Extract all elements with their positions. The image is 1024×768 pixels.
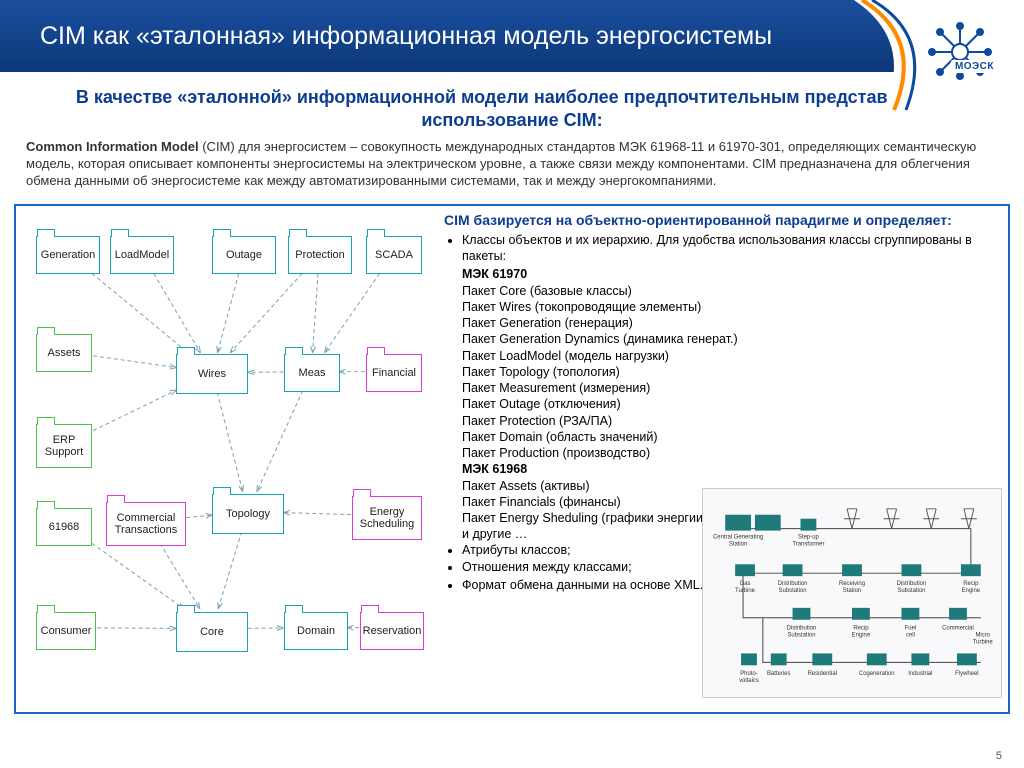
pkg-label: LoadModel <box>115 249 169 261</box>
content-frame: Generation LoadModel Outage Protection SCADA… <box>14 204 1010 714</box>
pkg-protection: Protection <box>288 236 352 274</box>
pkg-erp: ERP Support <box>36 424 92 468</box>
svg-text:Residential: Residential <box>808 671 837 677</box>
right-heading: CIM базируется на объектно-ориентированн… <box>444 212 1000 230</box>
svg-text:Recip: Recip <box>853 625 869 631</box>
pkg-wires: Wires <box>176 354 248 394</box>
pkg-label: Reservation <box>363 625 422 637</box>
pak-line: Пакет Topology (топология) <box>462 364 1000 380</box>
pkg-outage: Outage <box>212 236 276 274</box>
pkg-label: ERP Support <box>37 434 91 458</box>
svg-text:Fuel: Fuel <box>905 625 917 631</box>
pkg-label: Wires <box>198 368 226 380</box>
pak-line: Пакет Wires (токопроводящие элементы) <box>462 299 1000 315</box>
right-bullets: Классы объектов и их иерархию. Для удобс… <box>444 233 1000 264</box>
pkg-label: Protection <box>295 249 345 261</box>
svg-text:Engine: Engine <box>852 632 871 638</box>
svg-text:Substation: Substation <box>787 632 815 638</box>
svg-text:Photo-: Photo- <box>740 671 758 677</box>
company-logo-icon <box>920 20 1000 90</box>
pkg-domain: Domain <box>284 612 348 650</box>
svg-text:Station: Station <box>729 541 748 547</box>
svg-text:Substation: Substation <box>897 588 925 594</box>
pkg-scada: SCADA <box>366 236 422 274</box>
pkg-loadmodel: LoadModel <box>110 236 174 274</box>
svg-text:Distribution: Distribution <box>897 581 927 587</box>
svg-text:Distribution: Distribution <box>778 581 808 587</box>
svg-text:Industrial: Industrial <box>908 671 932 677</box>
pkg-61968: 61968 <box>36 508 92 546</box>
svg-text:Engine: Engine <box>962 588 981 594</box>
pkg-topology: Topology <box>212 494 284 534</box>
pkg-label: Topology <box>226 508 270 520</box>
svg-text:Commercial: Commercial <box>942 625 974 631</box>
pkg-meas: Meas <box>284 354 340 392</box>
pak-line: Пакет Core (базовые классы) <box>462 283 1000 299</box>
bullet-classes: Классы объектов и их иерархию. Для удобс… <box>462 233 1000 264</box>
pkg-consumer: Consumer <box>36 612 96 650</box>
pkg-assets: Assets <box>36 334 92 372</box>
svg-text:Flywheel: Flywheel <box>955 671 978 677</box>
svg-text:Step-up: Step-up <box>798 534 819 540</box>
svg-text:Central Generating: Central Generating <box>713 534 763 540</box>
slide-number: 5 <box>996 750 1002 762</box>
intro-paragraph: Common Information Model (CIM) для энерг… <box>0 139 1024 198</box>
pkg-label: 61968 <box>49 521 80 533</box>
pkg-label: Outage <box>226 249 262 261</box>
power-grid-illustration: Central GeneratingStation Step-upTransfo… <box>702 488 1002 698</box>
pak-line: Пакет LoadModel (модель нагрузки) <box>462 348 1000 364</box>
svg-text:Turbine: Turbine <box>973 639 994 645</box>
slide-title: CIM как «эталонная» информационная модел… <box>40 22 772 51</box>
pkg-label: Generation <box>41 249 95 261</box>
pak-line: Пакет Protection (РЗА/ПА) <box>462 413 1000 429</box>
svg-text:Distribution: Distribution <box>787 625 817 631</box>
pkg-financial: Financial <box>366 354 422 392</box>
pak-line: МЭК 61968 <box>462 461 1000 477</box>
svg-text:Station: Station <box>843 588 862 594</box>
pkg-label: Meas <box>299 367 326 379</box>
svg-text:Micro: Micro <box>975 632 990 638</box>
pak-line: Пакет Domain (область значений) <box>462 429 1000 445</box>
svg-text:Transformer: Transformer <box>792 541 824 547</box>
svg-text:Recip: Recip <box>963 581 979 587</box>
pkg-energysched: Energy Scheduling <box>352 496 422 540</box>
svg-text:Gas: Gas <box>740 581 751 587</box>
company-logo-text: МОЭСК <box>951 60 998 73</box>
pkg-label: Financial <box>372 367 416 379</box>
pkg-label: Domain <box>297 625 335 637</box>
pak-line: МЭК 61970 <box>462 266 1000 282</box>
svg-text:Receiving: Receiving <box>839 581 865 587</box>
pkg-commercial: Commercial Transactions <box>106 502 186 546</box>
pkg-label: Consumer <box>41 625 92 637</box>
pkg-reservation: Reservation <box>360 612 424 650</box>
svg-text:cell: cell <box>906 632 915 638</box>
svg-text:Cogeneration: Cogeneration <box>859 671 895 677</box>
pkg-label: Commercial Transactions <box>107 512 185 536</box>
pak-line: Пакет Generation Dynamics (динамика гене… <box>462 331 1000 347</box>
svg-text:Substation: Substation <box>779 588 807 594</box>
svg-text:voltaics: voltaics <box>739 678 759 684</box>
pak-line: Пакет Outage (отключения) <box>462 396 1000 412</box>
pak-line: Пакет Measurement (измерения) <box>462 380 1000 396</box>
intro-bold: Common Information Model <box>26 139 199 154</box>
pkg-core: Core <box>176 612 248 652</box>
svg-text:Batteries: Batteries <box>767 671 790 677</box>
svg-text:Turbine: Turbine <box>735 588 756 594</box>
cim-package-diagram: Generation LoadModel Outage Protection SCADA… <box>16 206 436 712</box>
pkg-generation: Generation <box>36 236 100 274</box>
pkg-label: Core <box>200 626 224 638</box>
pkg-label: Energy Scheduling <box>353 506 421 530</box>
pak-line: Пакет Generation (генерация) <box>462 315 1000 331</box>
pkg-label: SCADA <box>375 249 413 261</box>
pak-line: Пакет Production (производство) <box>462 445 1000 461</box>
pkg-label: Assets <box>47 347 80 359</box>
